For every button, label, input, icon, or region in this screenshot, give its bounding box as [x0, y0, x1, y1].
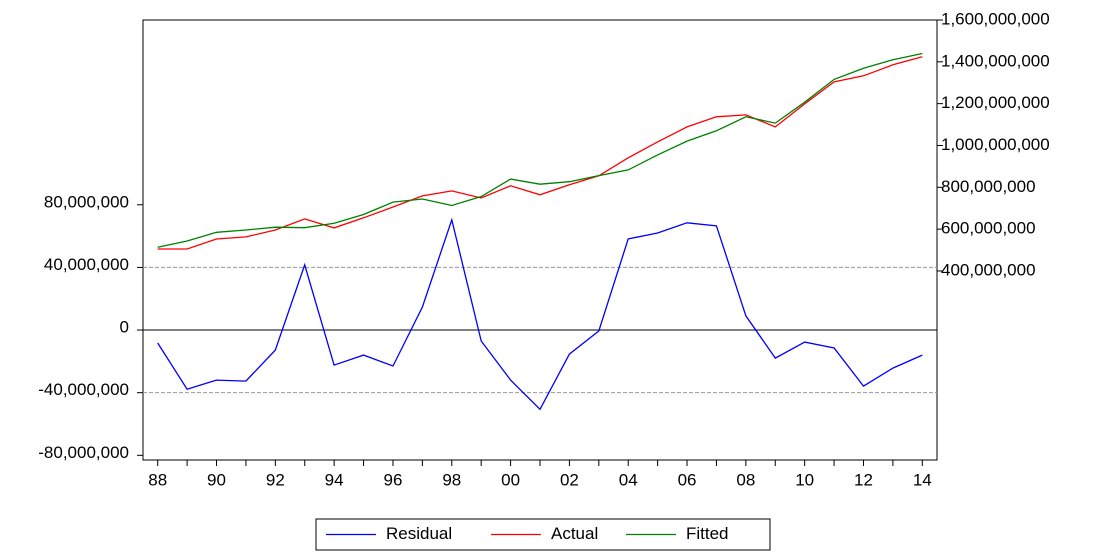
x-tick-label: 90 — [207, 470, 226, 489]
plot-frame — [142, 19, 938, 461]
x-tick-label: 08 — [736, 470, 755, 489]
y-tick-label: -80,000,000 — [38, 443, 129, 462]
x-tick-label: 98 — [442, 470, 461, 489]
legend-label: Actual — [551, 524, 598, 543]
x-tick-label: 88 — [148, 470, 167, 489]
y2-tick-label: 1,600,000,000 — [941, 9, 1050, 28]
y-tick-label: 0 — [120, 318, 129, 337]
legend-box — [315, 518, 771, 551]
y-tick-label: 80,000,000 — [44, 192, 129, 211]
x-tick-label: 00 — [501, 470, 520, 489]
x-tick-label: 06 — [678, 470, 697, 489]
x-tick-label: 12 — [854, 470, 873, 489]
x-tick-label: 94 — [325, 470, 344, 489]
x-tick-label: 96 — [384, 470, 403, 489]
x-tick-label: 10 — [795, 470, 814, 489]
x-tick-label: 02 — [560, 470, 579, 489]
series-line — [157, 56, 923, 250]
legend-label: Fitted — [686, 524, 729, 543]
legend-label: Residual — [386, 524, 452, 543]
x-tick-label: 04 — [619, 470, 638, 489]
y2-tick-label: 1,000,000,000 — [941, 135, 1050, 154]
y2-tick-label: 800,000,000 — [941, 177, 1036, 196]
series-line — [157, 217, 923, 411]
y-tick-label: 40,000,000 — [44, 255, 129, 274]
x-tick-label: 92 — [266, 470, 285, 489]
y2-tick-label: 1,200,000,000 — [941, 93, 1050, 112]
y-tick-label: -40,000,000 — [38, 380, 129, 399]
series-line — [157, 52, 923, 248]
y2-tick-label: 1,400,000,000 — [941, 51, 1050, 70]
x-tick-label: 14 — [913, 470, 932, 489]
y2-tick-label: 400,000,000 — [941, 260, 1036, 279]
y2-tick-label: 600,000,000 — [941, 219, 1036, 238]
